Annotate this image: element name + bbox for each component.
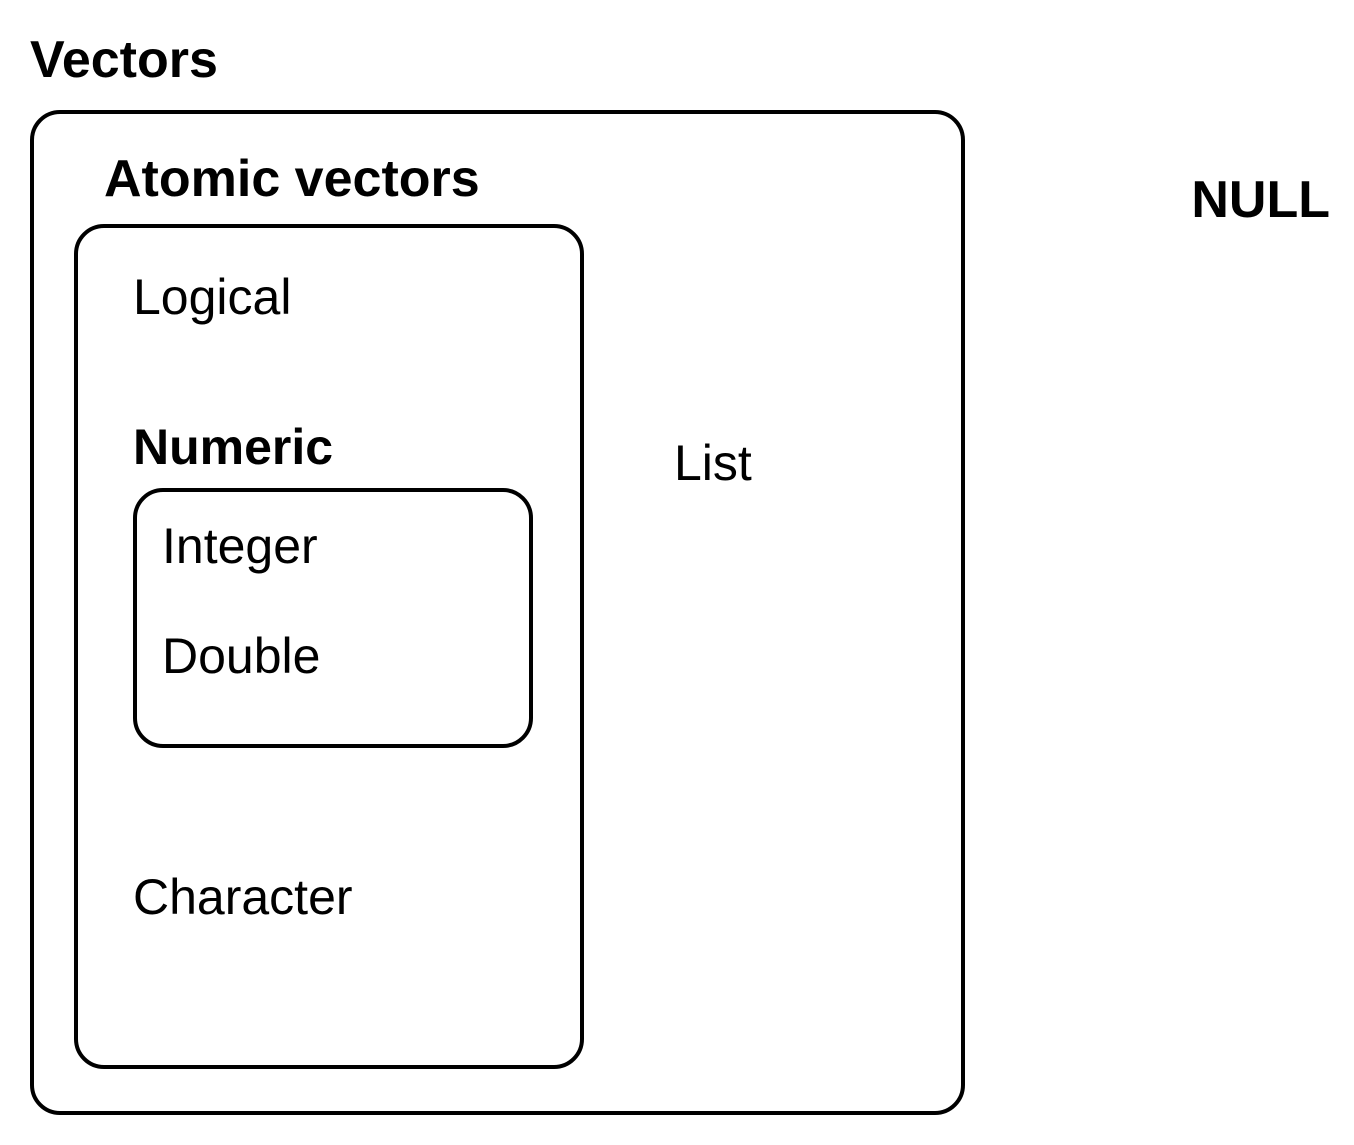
vectors-diagram: Vectors NULL Atomic vectors List Logical… xyxy=(30,30,1330,1130)
vectors-box: Atomic vectors List Logical Numeric Inte… xyxy=(30,110,965,1115)
atomic-vectors-box: Logical Numeric Integer Double Character xyxy=(74,224,584,1069)
double-label: Double xyxy=(162,627,320,685)
atomic-vectors-title: Atomic vectors xyxy=(104,149,480,209)
numeric-title: Numeric xyxy=(133,418,333,476)
integer-label: Integer xyxy=(162,517,318,575)
numeric-box: Integer Double xyxy=(133,488,533,748)
null-label: NULL xyxy=(1191,170,1330,230)
logical-label: Logical xyxy=(133,268,291,326)
vectors-title: Vectors xyxy=(30,30,218,90)
character-label: Character xyxy=(133,868,353,926)
list-label: List xyxy=(674,434,752,492)
